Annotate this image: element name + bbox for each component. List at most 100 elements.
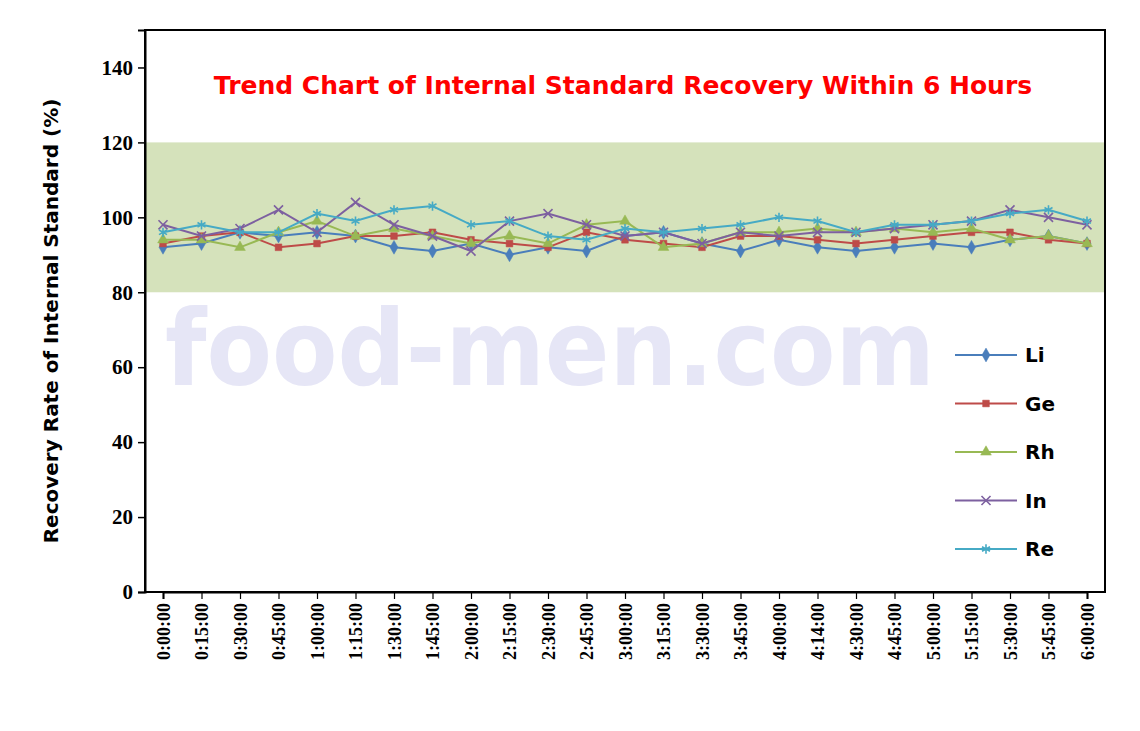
- x-tick-label: 4:14:00: [808, 603, 828, 660]
- x-tick-mark: [740, 592, 741, 599]
- series-marker: [852, 228, 860, 237]
- series-marker: [466, 247, 475, 256]
- legend-marker: [982, 348, 990, 362]
- x-tick-label: 3:00:00: [616, 603, 636, 660]
- x-tick: 0:00:00: [154, 592, 174, 660]
- x-tick: 3:30:00: [693, 592, 713, 660]
- x-tick-mark: [163, 592, 164, 599]
- series-marker: [506, 240, 513, 247]
- series-marker: [582, 220, 591, 229]
- legend-item: Re: [955, 537, 1054, 561]
- x-tick-label: 5:00:00: [924, 603, 944, 660]
- series-marker: [736, 220, 744, 229]
- band-group: [145, 142, 1105, 292]
- x-tick-label: 1:15:00: [346, 603, 366, 660]
- series-marker: [853, 240, 860, 247]
- series-marker: [351, 216, 359, 225]
- series-marker: [159, 228, 167, 237]
- plot-frame: [145, 30, 1105, 592]
- series-marker: [389, 220, 398, 229]
- series-marker: [583, 244, 591, 258]
- x-tick: 0:15:00: [192, 592, 212, 660]
- x-tick: 4:45:00: [885, 592, 905, 660]
- x-tick-mark: [856, 592, 857, 599]
- y-tick-label: 140: [102, 56, 134, 80]
- series-marker: [583, 229, 590, 236]
- legend-item: Rh: [955, 440, 1055, 464]
- series-line: [163, 206, 1087, 240]
- series-marker: [428, 201, 436, 210]
- y-axis: 020406080100120140: [102, 31, 146, 605]
- legend-item: Ge: [955, 392, 1055, 416]
- legend-item: Li: [955, 343, 1045, 367]
- series-marker: [313, 209, 321, 218]
- x-tick: 2:30:00: [539, 592, 559, 660]
- series-marker: [1043, 230, 1054, 239]
- y-tick: 60: [112, 355, 145, 379]
- series-marker: [1006, 209, 1014, 218]
- series-marker: [274, 205, 283, 214]
- target-band: [145, 142, 1105, 292]
- y-tick: 80: [112, 280, 145, 304]
- x-tick: 5:15:00: [962, 592, 982, 660]
- x-tick-mark: [1087, 592, 1088, 599]
- axis-line: [138, 31, 146, 593]
- series-line: [163, 202, 1087, 251]
- x-tick: 1:00:00: [308, 592, 328, 660]
- series-marker: [813, 216, 821, 225]
- x-tick: 1:30:00: [385, 592, 405, 660]
- x-tick-label: 3:45:00: [731, 603, 751, 660]
- x-tick-mark: [317, 592, 318, 599]
- x-tick-mark: [509, 592, 510, 599]
- series-marker: [466, 237, 477, 246]
- x-tick-mark: [201, 592, 202, 599]
- x-tick-label: 1:45:00: [423, 603, 443, 660]
- chart: food-men.com0204060801001201400:00:000:1…: [0, 0, 1140, 731]
- x-tick-mark: [663, 592, 664, 599]
- series-marker: [543, 209, 552, 218]
- x-tick-label: 6:00:00: [1078, 603, 1098, 660]
- y-tick: 120: [102, 131, 146, 155]
- x-tick-label: 2:15:00: [500, 603, 520, 660]
- x-tick-mark: [1048, 592, 1049, 599]
- series-marker: [658, 241, 669, 250]
- y-tick-mark: [138, 517, 145, 519]
- x-tick: 3:45:00: [731, 592, 751, 660]
- y-axis-title: Recovery Rate of Internal Standard (%): [39, 99, 63, 544]
- x-tick: 1:15:00: [346, 592, 366, 660]
- series-marker: [1082, 237, 1093, 246]
- series: [159, 201, 1091, 244]
- x-tick-mark: [971, 592, 972, 599]
- series-marker: [929, 220, 937, 229]
- x-tick: 2:00:00: [462, 592, 482, 660]
- series-marker: [197, 232, 206, 241]
- series-line: [163, 232, 1087, 254]
- series-marker: [620, 215, 631, 224]
- x-tick: 5:00:00: [924, 592, 944, 660]
- legend-label: In: [1025, 489, 1047, 513]
- x-tick-mark: [933, 592, 934, 599]
- x-tick-label: 0:45:00: [269, 603, 289, 660]
- x-tick-mark: [432, 592, 433, 599]
- x-tick-label: 1:30:00: [385, 603, 405, 660]
- y-tick-label: 0: [123, 580, 134, 604]
- x-tick-label: 4:30:00: [847, 603, 867, 660]
- legend-label: Re: [1025, 537, 1054, 561]
- y-tick-label: 40: [112, 430, 133, 454]
- y-tick: 140: [102, 56, 146, 80]
- legend-marker: [981, 496, 990, 505]
- x-tick-label: 5:45:00: [1039, 603, 1059, 660]
- x-tick-mark: [471, 592, 472, 599]
- x-tick-label: 0:00:00: [154, 603, 174, 660]
- y-tick: 40: [112, 430, 145, 454]
- series-marker: [313, 225, 321, 239]
- series-group: [158, 198, 1093, 262]
- series-marker: [775, 213, 783, 222]
- x-tick-mark: [278, 592, 279, 599]
- x-tick-mark: [240, 592, 241, 599]
- series-line: [163, 232, 1087, 247]
- y-tick-mark: [138, 442, 145, 444]
- x-tick-label: 5:15:00: [962, 603, 982, 660]
- x-tick-mark: [394, 592, 395, 599]
- series-marker: [621, 224, 629, 233]
